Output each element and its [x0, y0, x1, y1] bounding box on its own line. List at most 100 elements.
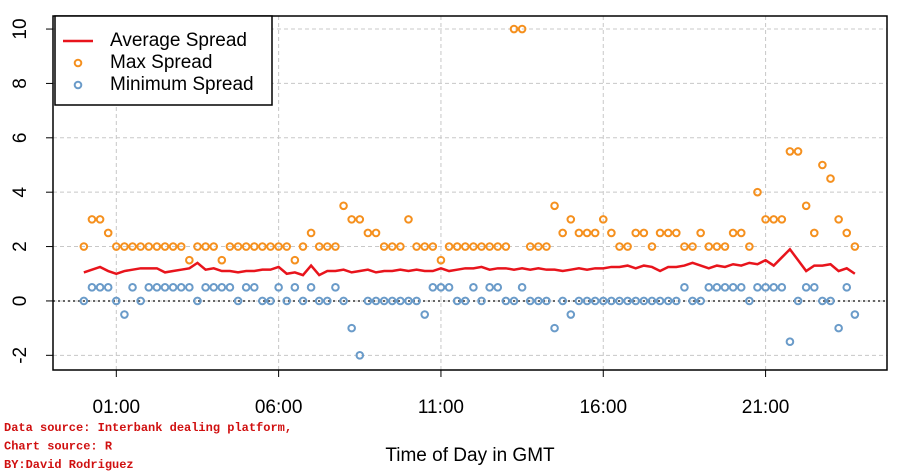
- point: [704, 242, 714, 251]
- point: [112, 242, 121, 251]
- point: [525, 242, 535, 251]
- point: [688, 296, 697, 306]
- point: [444, 283, 454, 292]
- point: [209, 242, 218, 251]
- point: [217, 283, 227, 292]
- point: [574, 296, 584, 306]
- point: [834, 323, 843, 333]
- point: [241, 242, 251, 251]
- point: [509, 24, 519, 34]
- point: [663, 228, 673, 238]
- point: [185, 283, 194, 292]
- point: [323, 296, 332, 306]
- y-tick-label: 6: [10, 133, 31, 144]
- point: [680, 283, 689, 292]
- point: [769, 283, 779, 292]
- x-tick-label: 21:00: [742, 397, 790, 418]
- point: [850, 310, 860, 319]
- point: [801, 283, 811, 292]
- annotation: Data source: Interbank dealing platform,: [4, 421, 292, 435]
- point: [566, 215, 576, 224]
- point: [193, 242, 202, 251]
- point: [201, 283, 210, 292]
- point: [306, 283, 316, 292]
- y-tick-label: 0: [10, 296, 31, 307]
- point: [274, 242, 283, 251]
- annotation: Chart source: R: [4, 440, 113, 454]
- point: [720, 242, 730, 251]
- point: [639, 296, 649, 306]
- point: [87, 283, 97, 292]
- point: [306, 228, 316, 238]
- point: [339, 296, 348, 306]
- x-tick-label: 06:00: [255, 397, 303, 418]
- legend-swatch: [73, 58, 83, 68]
- point: [428, 283, 438, 292]
- point: [542, 296, 551, 306]
- point: [736, 228, 746, 238]
- point: [282, 296, 292, 306]
- point: [655, 296, 665, 306]
- point: [404, 296, 413, 306]
- point: [128, 242, 137, 251]
- point: [493, 283, 503, 292]
- point: [704, 283, 714, 292]
- point: [420, 242, 430, 251]
- point: [185, 255, 194, 265]
- point: [436, 283, 446, 292]
- point: [550, 201, 559, 211]
- point: [728, 228, 738, 238]
- point: [753, 283, 762, 292]
- point: [452, 296, 462, 306]
- point: [712, 283, 722, 292]
- point: [79, 242, 89, 251]
- point: [809, 228, 819, 238]
- point: [623, 242, 632, 251]
- point: [590, 228, 600, 238]
- point: [363, 228, 373, 238]
- point: [485, 242, 494, 251]
- point: [842, 283, 852, 292]
- point: [761, 283, 770, 292]
- point: [258, 296, 267, 306]
- point: [639, 228, 649, 238]
- point: [745, 242, 754, 251]
- point: [582, 296, 592, 306]
- point: [834, 215, 843, 224]
- point: [103, 283, 113, 292]
- point: [412, 242, 421, 251]
- point: [647, 296, 657, 306]
- point: [120, 242, 129, 251]
- point: [558, 296, 567, 306]
- point: [371, 228, 381, 238]
- point: [95, 215, 105, 224]
- y-tick-label: 8: [10, 78, 31, 89]
- point: [152, 283, 162, 292]
- point: [826, 174, 835, 183]
- point: [850, 242, 860, 251]
- point: [217, 255, 227, 265]
- point: [209, 283, 218, 292]
- point: [160, 242, 170, 251]
- point: [193, 296, 202, 306]
- point: [176, 283, 186, 292]
- point: [672, 228, 681, 238]
- point: [136, 242, 145, 251]
- point: [501, 296, 511, 306]
- x-tick-label: 11:00: [418, 397, 464, 418]
- point: [785, 147, 795, 156]
- point: [493, 242, 503, 251]
- point: [793, 296, 803, 306]
- point: [615, 242, 624, 251]
- point: [793, 147, 803, 156]
- point: [590, 296, 600, 306]
- point: [444, 242, 454, 251]
- point: [347, 323, 356, 333]
- point: [355, 215, 365, 224]
- point: [558, 228, 567, 238]
- point: [79, 296, 89, 306]
- point: [542, 242, 551, 251]
- point: [428, 242, 438, 251]
- point: [314, 242, 324, 251]
